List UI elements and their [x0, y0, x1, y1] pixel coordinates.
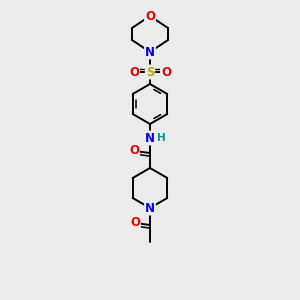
- Text: H: H: [157, 133, 165, 143]
- Text: N: N: [145, 202, 155, 214]
- Text: O: O: [161, 65, 171, 79]
- Text: N: N: [145, 131, 155, 145]
- Text: O: O: [145, 10, 155, 22]
- Text: N: N: [145, 46, 155, 59]
- Text: O: O: [130, 217, 140, 230]
- Text: O: O: [129, 65, 139, 79]
- Text: S: S: [146, 65, 154, 79]
- Text: O: O: [129, 145, 139, 158]
